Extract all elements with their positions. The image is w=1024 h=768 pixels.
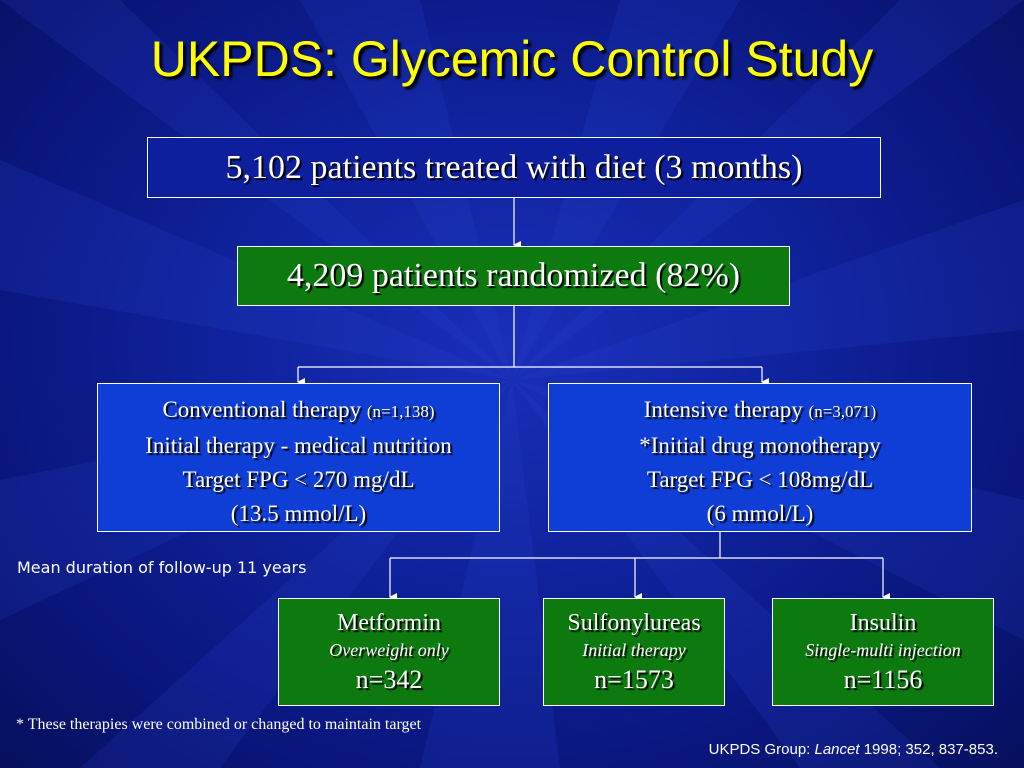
citation: UKPDS Group: Lancet 1998; 352, 837-853. [709, 741, 998, 758]
diet-box-text: 5,102 patients treated with diet (3 mont… [225, 149, 803, 186]
conventional-initial-therapy: Initial therapy - medical nutrition [145, 433, 452, 458]
intensive-initial-therapy: *Initial drug monotherapy [639, 433, 881, 458]
citation-suffix: 1998; 352, 837-853. [859, 741, 998, 758]
intensive-target: Target FPG < 108mg/dL [646, 467, 874, 492]
intensive-target-mmol: (6 mmol/L) [706, 501, 814, 526]
drug-note: Single-multi injection [805, 640, 961, 660]
follow-up-note: Mean duration of follow-up 11 years [17, 558, 307, 577]
intensive-n: (n=3,071) [808, 402, 877, 421]
conventional-therapy-box: Conventional therapy (n=1,138) Initial t… [97, 383, 500, 532]
footnote: * These therapies were combined or chang… [16, 716, 422, 733]
drug-count: n=342 [355, 665, 423, 694]
conventional-n: (n=1,138) [366, 402, 435, 421]
citation-journal: Lancet [814, 741, 860, 758]
intensive-title: Intensive therapy [643, 397, 803, 422]
sulfonylureas-box: Sulfonylureas Initial therapy n=1573 [543, 598, 725, 706]
drug-count: n=1573 [594, 665, 674, 694]
drug-name: Sulfonylureas [567, 610, 701, 636]
conventional-target: Target FPG < 270 mg/dL [182, 467, 415, 492]
drug-note: Overweight only [329, 640, 449, 660]
diet-box: 5,102 patients treated with diet (3 mont… [147, 137, 881, 198]
randomized-box-text: 4,209 patients randomized (82%) [286, 257, 741, 294]
intensive-title-line: Intensive therapy (n=3,071) [549, 393, 971, 429]
citation-prefix: UKPDS Group: [708, 741, 815, 758]
conventional-target-mmol: (13.5 mmol/L) [230, 501, 367, 526]
randomized-box: 4,209 patients randomized (82%) [237, 246, 790, 306]
insulin-box: Insulin Single-multi injection n=1156 [772, 598, 994, 706]
drug-name: Metformin [337, 610, 441, 636]
drug-count: n=1156 [843, 665, 923, 694]
conventional-title: Conventional therapy [162, 397, 362, 422]
conventional-title-line: Conventional therapy (n=1,138) [98, 393, 499, 429]
intensive-therapy-box: Intensive therapy (n=3,071) *Initial dru… [548, 383, 972, 532]
drug-name: Insulin [849, 610, 917, 636]
drug-note: Initial therapy [582, 640, 686, 660]
slide-title: UKPDS: Glycemic Control Study [150, 31, 874, 87]
metformin-box: Metformin Overweight only n=342 [278, 598, 500, 706]
